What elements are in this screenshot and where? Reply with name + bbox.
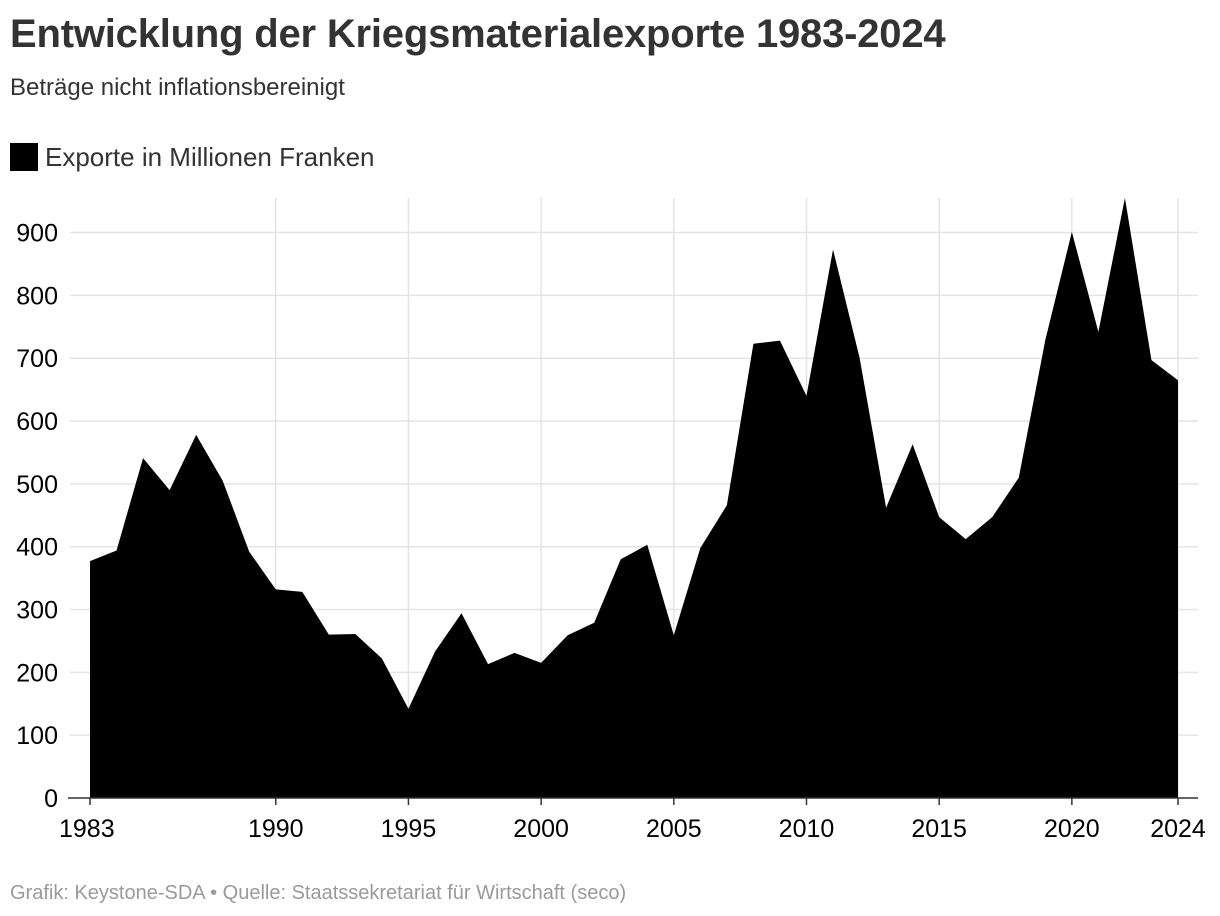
x-tick-label-1983: 1983 [59,815,115,843]
x-tick-label-2005: 2005 [646,815,702,843]
y-tick-label-300: 300 [16,597,58,625]
y-tick-label-400: 400 [16,534,58,562]
y-tick-label-800: 800 [16,282,58,310]
source-credit: Grafik: Keystone-SDA • Quelle: Staatssek… [10,882,627,904]
y-tick-label-900: 900 [16,220,58,248]
area-series [90,198,1178,798]
axes: 0 100 200 300 400 500 600 700 800 900 1983 1990 1995… [16,220,1206,843]
y-tick-label-0: 0 [44,785,58,813]
y-tick-label-100: 100 [16,722,58,750]
x-tick-label-2000: 2000 [513,815,569,843]
chart-title: Entwicklung der Kriegsmaterialexporte 19… [10,12,946,56]
y-tick-label-600: 600 [16,408,58,436]
y-tick-label-700: 700 [16,345,58,373]
y-tick-label-200: 200 [16,659,58,687]
area-series-exporte [90,198,1178,798]
x-tick-label-2015: 2015 [911,815,967,843]
legend-label: Exporte in Millionen Franken [45,141,375,172]
legend-swatch [10,143,38,171]
x-tick-label-2020: 2020 [1044,815,1100,843]
chart-subtitle: Beträge nicht inflationsbereinigt [10,74,345,101]
x-tick-label-2024: 2024 [1150,815,1206,843]
legend: Exporte in Millionen Franken [10,142,375,172]
x-tick-label-2010: 2010 [779,815,835,843]
y-tick-label-500: 500 [16,471,58,499]
x-tick-label-1990: 1990 [248,815,304,843]
x-tick-label-1995: 1995 [381,815,437,843]
